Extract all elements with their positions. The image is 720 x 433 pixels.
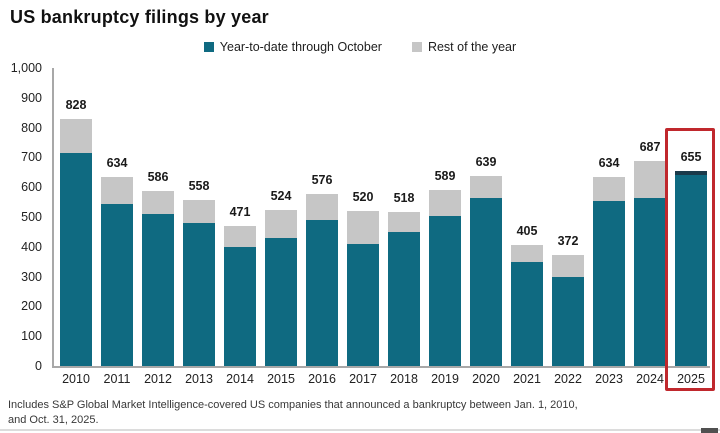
bar-total-label-2018: 518 (393, 190, 415, 205)
bar-rest-2013 (183, 199, 215, 223)
x-tick-label-2024: 2024 (636, 372, 664, 386)
chart-title: US bankruptcy filings by year (10, 7, 269, 27)
bar-total-label-2010: 828 (65, 98, 87, 113)
bar-total-label-2017: 520 (352, 190, 374, 205)
bar-rest-2014 (224, 225, 256, 247)
x-tick-label-2011: 2011 (103, 372, 131, 386)
bar-rest-2019 (429, 190, 461, 216)
y-tick-label: 700 (21, 150, 42, 165)
bar-rest-2016 (306, 194, 338, 220)
bar-ytd-2019 (429, 215, 461, 366)
bar-ytd-2016 (306, 219, 338, 366)
y-tick-label: 200 (21, 299, 42, 314)
bar-ytd-2023 (593, 200, 625, 366)
bar-ytd-2015 (265, 237, 297, 366)
x-tick-label-2019: 2019 (431, 372, 459, 386)
bar-rest-2010 (60, 119, 92, 153)
bar-rest-2012 (142, 191, 174, 214)
y-tick-label: 300 (21, 269, 42, 284)
y-tick-label: 800 (21, 120, 42, 135)
y-tick-label: 100 (21, 329, 42, 344)
chart-legend: Year-to-date through October Rest of the… (0, 40, 720, 54)
bar-total-label-2024: 687 (639, 140, 661, 155)
x-tick-label-2021: 2021 (513, 372, 541, 386)
bar-ytd-2024 (634, 197, 666, 366)
bar-ytd-2013 (183, 222, 215, 366)
bar-ytd-2021 (511, 261, 543, 366)
bar-total-label-2016: 576 (311, 173, 333, 188)
y-tick-label: 500 (21, 210, 42, 224)
x-tick-label-2016: 2016 (308, 372, 336, 386)
x-tick-label-2018: 2018 (390, 372, 418, 386)
bar-ytd-2017 (347, 243, 379, 366)
legend-swatch-ytd-icon (203, 42, 214, 52)
footnote-line-1: Includes S&P Global Market Intelligence-… (8, 399, 578, 411)
bar-rest-2018 (388, 211, 420, 232)
legend-item-ytd: Year-to-date through October (203, 40, 382, 54)
x-tick-label-2012: 2012 (144, 372, 172, 386)
y-tick-label: 1,000 (10, 61, 42, 75)
x-tick-label-2013: 2013 (185, 372, 213, 386)
bar-ytd-2020 (470, 197, 502, 366)
bar-total-label-2025: 655 (680, 149, 702, 164)
x-tick-label-2014: 2014 (226, 372, 254, 386)
bar-total-label-2013: 558 (188, 178, 210, 193)
footnote: Includes S&P Global Market Intelligence-… (8, 398, 712, 427)
legend-label-rest: Rest of the year (427, 40, 517, 54)
bar-total-label-2021: 405 (516, 224, 538, 239)
bar-total-label-2014: 471 (229, 204, 251, 219)
legend-label-ytd: Year-to-date through October (219, 40, 382, 54)
bar-rest-2021 (511, 245, 543, 262)
footnote-line-2: and Oct. 31, 2025. (8, 413, 99, 426)
bar-rest-2023 (593, 177, 625, 201)
bar-rest-2024 (634, 161, 666, 198)
y-tick-label: 0 (35, 359, 42, 373)
bar-ytd-2018 (388, 231, 420, 366)
bar-total-label-2023: 634 (598, 156, 620, 171)
bottom-edge-chip (701, 428, 718, 433)
x-tick-label-2020: 2020 (472, 372, 500, 386)
x-axis-line (52, 366, 710, 368)
bar-ytd-2022 (552, 276, 584, 366)
bar-rest-2022 (552, 255, 584, 277)
x-tick-label-2025: 2025 (677, 372, 705, 386)
y-tick-label: 900 (21, 90, 42, 105)
bar-ytd-2012 (142, 214, 174, 366)
bottom-divider (0, 429, 720, 431)
bar-total-label-2019: 589 (434, 169, 456, 184)
bar-ytd-2010 (60, 152, 92, 366)
x-tick-label-2015: 2015 (267, 372, 295, 386)
highlight-box-2025 (665, 128, 715, 391)
bar-ytd-2011 (101, 203, 133, 366)
bar-total-label-2022: 372 (557, 234, 579, 249)
bar-rest-2015 (265, 209, 297, 238)
bar-total-label-2012: 586 (147, 170, 169, 185)
x-tick-label-2023: 2023 (595, 372, 623, 386)
x-tick-label-2010: 2010 (62, 372, 90, 386)
y-tick-label: 600 (21, 180, 42, 195)
x-tick-label-2017: 2017 (349, 372, 377, 386)
bar-total-label-2020: 639 (475, 154, 497, 169)
y-axis-line (52, 68, 54, 366)
y-axis: 1,000 900 800 700 600 500 400 300 200 100 0 (0, 0, 42, 433)
legend-swatch-rest-icon (411, 42, 422, 52)
bar-rest-2020 (470, 175, 502, 198)
bar-rest-2011 (101, 177, 133, 204)
bar-total-label-2015: 524 (270, 188, 292, 203)
bar-ytd-2014 (224, 246, 256, 366)
x-tick-label-2022: 2022 (554, 372, 582, 386)
legend-item-rest: Rest of the year (411, 40, 517, 54)
bar-total-label-2011: 634 (106, 156, 128, 171)
y-tick-label: 400 (21, 239, 42, 254)
bar-ytd-2025 (675, 170, 707, 366)
bar-rest-2017 (347, 211, 379, 244)
